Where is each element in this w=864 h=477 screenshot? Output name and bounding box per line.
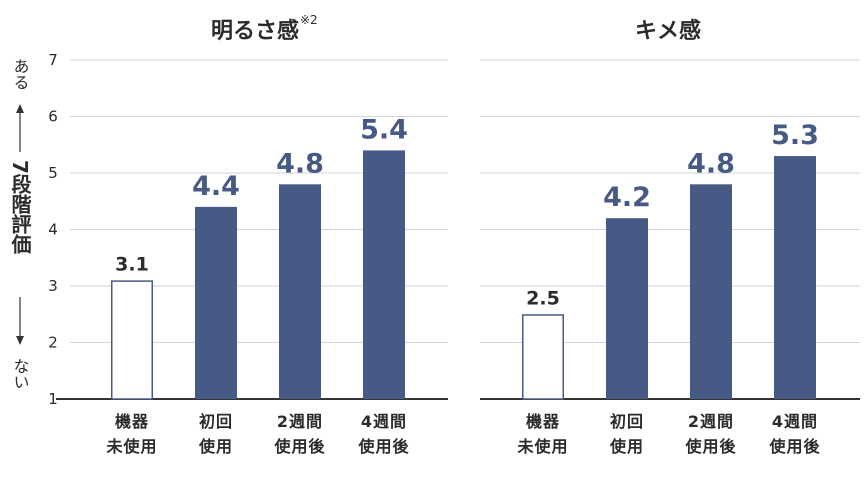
x-category-label: 4週間 [772,412,818,431]
x-category-label: 使用 [198,437,233,456]
side-rating-label: ある 7段階評価 ない [8,58,32,390]
y-tick-label: 5 [48,164,58,182]
x-category-label: 2週間 [688,412,734,431]
bar [606,218,648,399]
x-category-label: 2週間 [277,412,323,431]
bar-value-label: 4.2 [603,182,651,213]
x-category-label: 使用後 [273,437,325,456]
bar-value-label: 4.4 [192,171,240,202]
x-category-label: 機器 [526,412,560,431]
side-label-middle: 7段階評価 [8,160,32,255]
bar-value-label: 2.5 [526,287,560,309]
y-tick-label: 1 [48,390,58,408]
bar [363,150,405,399]
y-tick-label: 3 [48,277,58,295]
x-category-label: 未使用 [516,437,568,456]
chart-title-note: ※2 [300,13,318,27]
side-arrow-down-head [16,336,24,345]
side-arrow-up-head [16,104,24,113]
bar [522,314,564,400]
bar-value-label: 5.4 [360,114,408,145]
x-category-label: 使用後 [357,437,409,456]
bar [690,184,732,399]
y-tick-label: 4 [48,221,58,239]
x-category-label: 機器 [115,412,149,431]
x-category-label: 使用後 [684,437,736,456]
x-category-label: 使用後 [768,437,820,456]
bar-value-label: 4.8 [687,148,735,179]
x-category-label: 未使用 [105,437,157,456]
side-label-bottom: ない [11,358,30,390]
bar [774,156,816,399]
y-tick-label: 7 [48,51,58,69]
chart-title: 明るさ感 [211,18,299,44]
y-tick-label: 6 [48,108,58,126]
bar-value-label: 4.8 [276,148,324,179]
bar-value-label: 3.1 [115,253,149,275]
bar-value-label: 5.3 [771,120,819,151]
bar [195,206,237,399]
bar [279,184,321,399]
x-category-label: 使用 [609,437,644,456]
y-tick-label: 2 [48,334,58,352]
x-category-label: 初回 [199,412,233,431]
bar [111,280,153,400]
chart-title: キメ感 [635,18,701,44]
side-label-top: ある [11,58,30,90]
x-category-label: 4週間 [361,412,407,431]
x-category-label: 初回 [610,412,644,431]
